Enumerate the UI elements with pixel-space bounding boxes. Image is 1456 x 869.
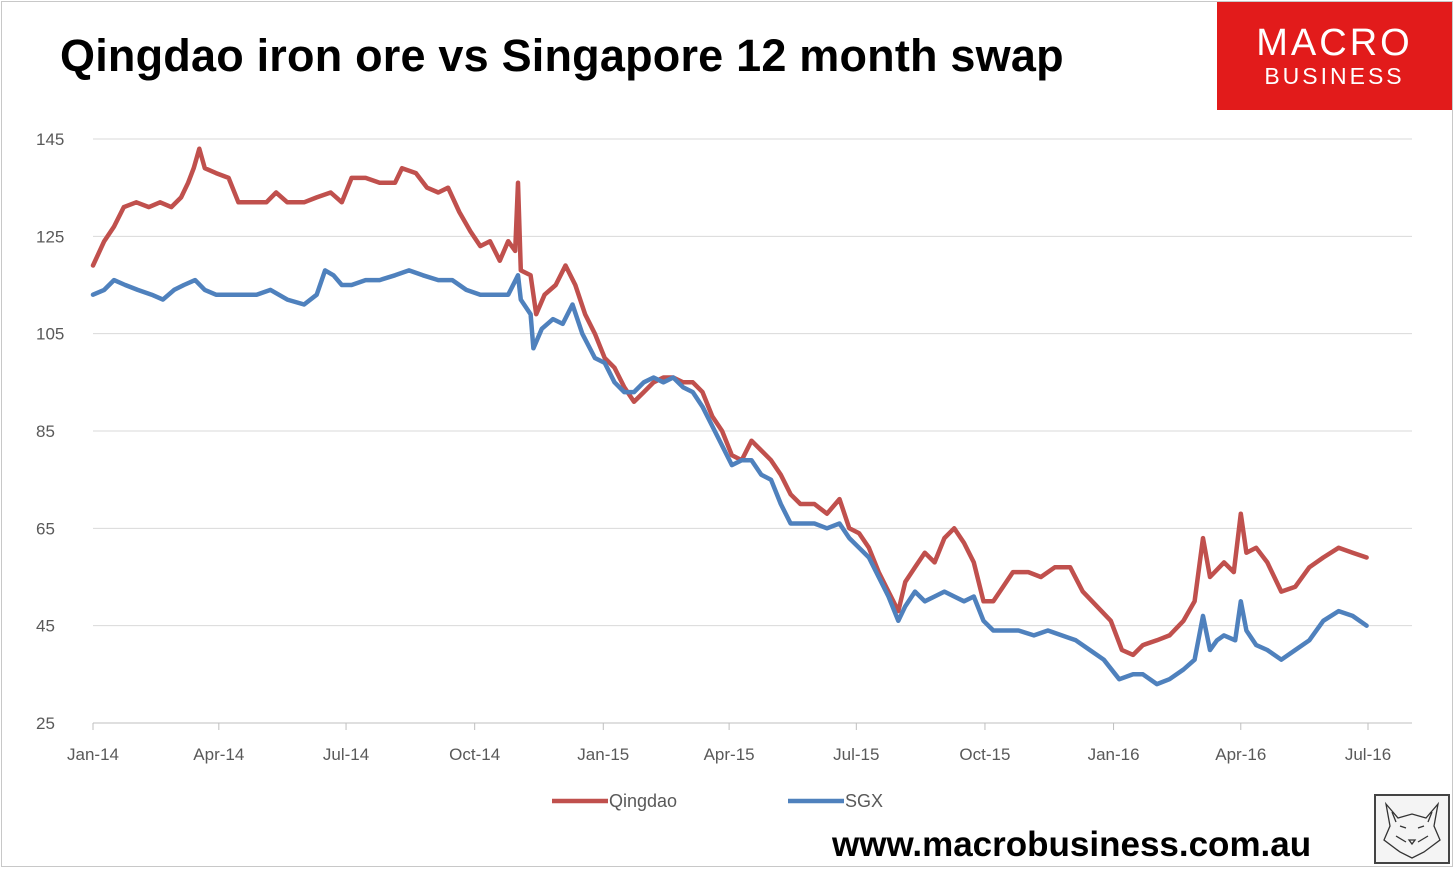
series-line-qingdao	[90, 146, 1369, 658]
series-lines	[90, 146, 1369, 687]
x-tick-label: Apr-15	[704, 745, 755, 764]
x-tick-label: Oct-15	[959, 745, 1010, 764]
gridlines	[93, 138, 1412, 627]
y-tick-label: 45	[36, 617, 55, 636]
y-tick-label: 65	[36, 519, 55, 538]
y-tick-label: 25	[36, 714, 55, 733]
y-tick-label: 105	[36, 325, 64, 344]
logo-line-1: MACRO	[1256, 22, 1413, 64]
x-tick-label: Jul-14	[323, 745, 369, 764]
y-tick-label: 145	[36, 130, 64, 149]
x-tick-label: Jan-14	[67, 745, 119, 764]
x-tick-label: Apr-16	[1215, 745, 1266, 764]
y-tick-label: 85	[36, 422, 55, 441]
x-tick-label: Jul-15	[833, 745, 879, 764]
axes: 25 45 65 85 105 125 145 Jan-14 Apr-14 Jul-14 Oct-1…	[36, 130, 1412, 764]
y-tick-label: 125	[36, 227, 64, 246]
fox-sketch-icon	[1374, 794, 1450, 864]
legend-label-sgx: SGX	[845, 791, 883, 811]
logo-line-2: BUSINESS	[1264, 63, 1405, 89]
website-url: www.macrobusiness.com.au	[832, 825, 1312, 864]
x-tick-label: Oct-14	[449, 745, 500, 764]
x-tick-label: Apr-14	[193, 745, 244, 764]
series-line-sgx	[90, 268, 1369, 687]
x-tick-label: Jan-16	[1088, 745, 1140, 764]
legend: Qingdao SGX	[552, 791, 883, 811]
legend-label-qingdao: Qingdao	[609, 791, 677, 811]
x-tick-label: Jul-16	[1345, 745, 1391, 764]
chart-title: Qingdao iron ore vs Singapore 12 month s…	[60, 30, 1064, 81]
x-tick-label: Jan-15	[577, 745, 629, 764]
macro-business-logo: MACRO BUSINESS	[1217, 2, 1452, 110]
